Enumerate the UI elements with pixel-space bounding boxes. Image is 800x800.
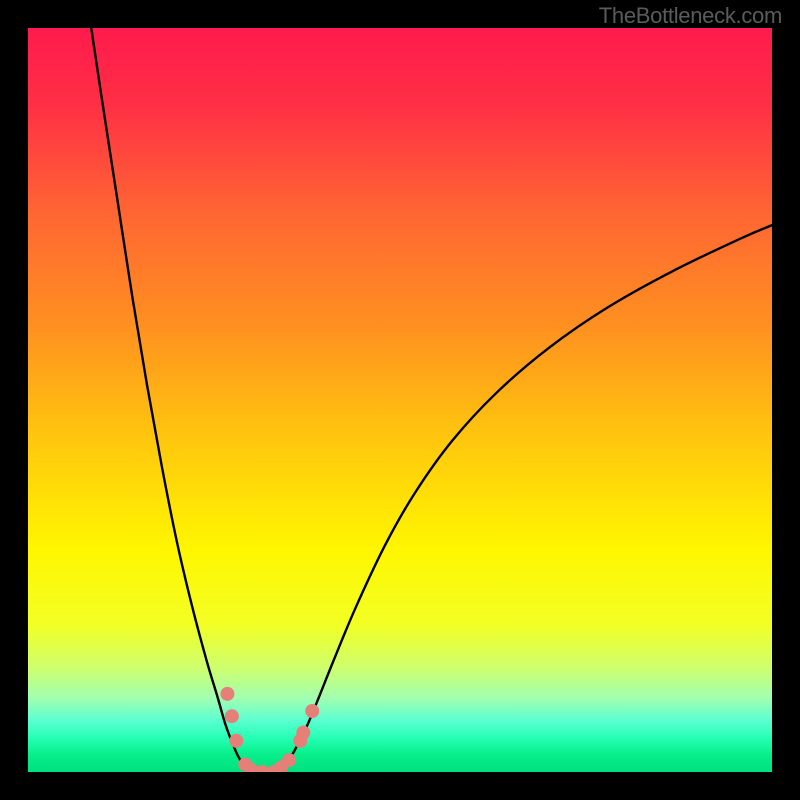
chart-background (28, 28, 772, 772)
chart-svg (28, 28, 772, 772)
data-marker (220, 687, 234, 701)
bottleneck-curve-chart (28, 28, 772, 772)
data-marker (296, 726, 310, 740)
data-marker (305, 704, 319, 718)
data-marker (229, 734, 243, 748)
watermark-text: TheBottleneck.com (599, 3, 782, 29)
data-marker (282, 753, 296, 767)
data-marker (225, 709, 239, 723)
